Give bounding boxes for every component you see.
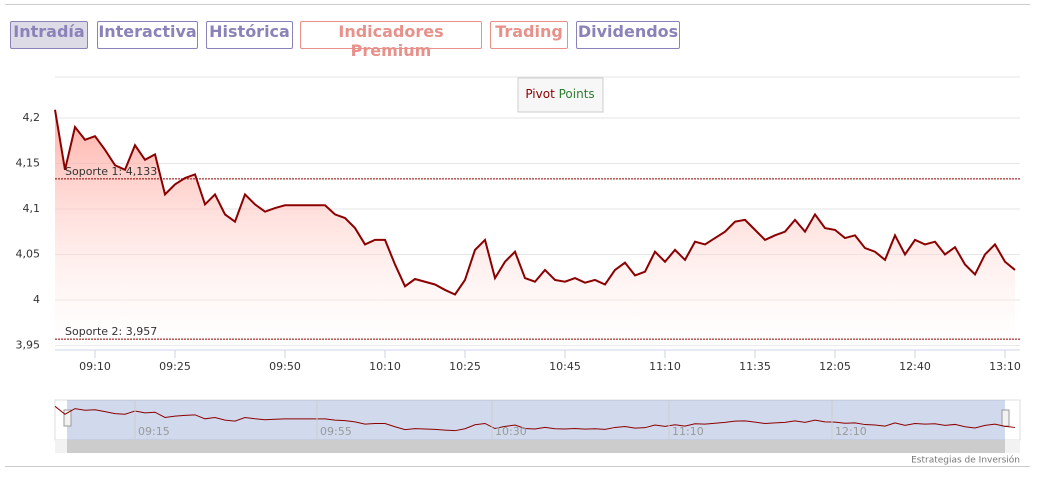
x-tick-label: 09:50	[269, 360, 301, 373]
y-tick-label: 4	[33, 293, 40, 306]
legend-button[interactable]	[517, 77, 604, 113]
navigator-label: 09:55	[320, 425, 352, 438]
x-tick-label: 10:25	[449, 360, 481, 373]
navigator-label: 09:15	[138, 425, 170, 438]
navigator	[54, 399, 1021, 441]
tab[interactable]: Interactiva	[97, 21, 198, 49]
tab[interactable]: Intradía	[10, 21, 88, 49]
navigator-label: 12:10	[835, 425, 867, 438]
scrollbar-thumb[interactable]	[67, 440, 1005, 453]
x-tick-label: 10:45	[549, 360, 581, 373]
support-label: Soporte 2: 3,957	[65, 325, 157, 338]
credit: Estrategias de Inversión	[911, 455, 1020, 466]
x-tick-label: 09:10	[79, 360, 111, 373]
legend-text[interactable]: Pivot Points	[525, 87, 594, 101]
y-tick-label: 4,15	[16, 156, 41, 169]
legend-word: Points	[559, 87, 595, 101]
navigator-handle[interactable]	[1001, 409, 1010, 427]
x-tick-label: 12:40	[899, 360, 931, 373]
support-label: Soporte 1: 4,133	[65, 165, 157, 178]
x-tick-label: 09:25	[159, 360, 191, 373]
navigator-label: 10:30	[495, 425, 527, 438]
tab[interactable]: Trading	[490, 21, 568, 49]
x-tick-label: 13:10	[989, 360, 1021, 373]
y-tick-label: 3,95	[16, 338, 41, 351]
navigator-line	[54, 405, 1016, 432]
y-tick-label: 4,05	[16, 247, 41, 260]
x-tick-label: 10:10	[369, 360, 401, 373]
navigator-handle[interactable]	[63, 409, 72, 427]
x-tick-label: 11:10	[649, 360, 681, 373]
y-tick-label: 4,1	[23, 202, 41, 215]
legend-word: Pivot	[525, 87, 555, 101]
area	[55, 109, 1015, 350]
x-tick-label: 11:35	[739, 360, 771, 373]
tab[interactable]: Dividendos	[576, 21, 680, 49]
navigator-label: 11:10	[672, 425, 704, 438]
tab[interactable]: Indicadores Premium	[300, 21, 482, 60]
price-line	[54, 109, 1016, 296]
tab[interactable]: Histórica	[206, 21, 293, 49]
y-tick-label: 4,2	[23, 111, 41, 124]
x-tick-label: 12:05	[819, 360, 851, 373]
